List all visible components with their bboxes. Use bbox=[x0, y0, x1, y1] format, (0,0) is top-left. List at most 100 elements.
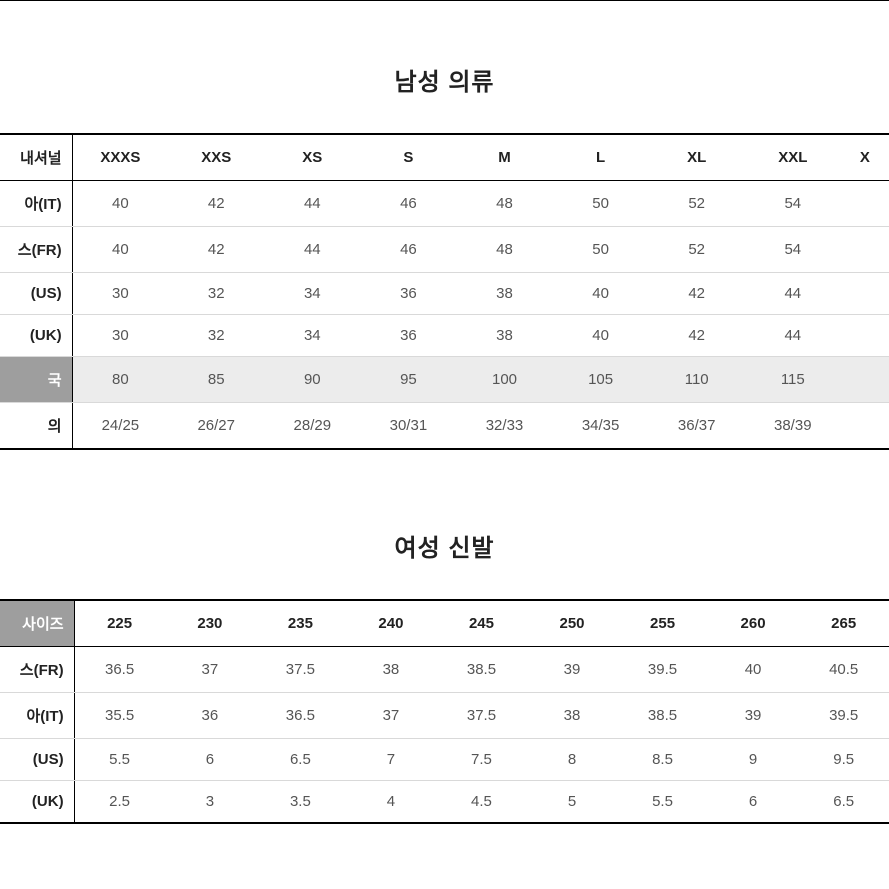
mens-cell: 42 bbox=[168, 227, 264, 273]
mens-col-0: XXXS bbox=[72, 134, 168, 181]
mens-cell: 105 bbox=[553, 357, 649, 403]
mens-cell: 48 bbox=[456, 181, 552, 227]
shoes-size-table: 사이즈 225 230 235 240 245 250 255 260 265 … bbox=[0, 599, 889, 824]
mens-title: 남성 의류 bbox=[0, 62, 889, 97]
shoes-col-2: 235 bbox=[255, 600, 346, 647]
mens-row: 의24/2526/2728/2930/3132/3334/3536/3738/3… bbox=[0, 403, 889, 450]
mens-col-7: XXL bbox=[745, 134, 841, 181]
shoes-title: 여성 신발 bbox=[0, 528, 889, 563]
shoes-col-4: 245 bbox=[436, 600, 527, 647]
top-divider bbox=[0, 0, 889, 14]
mens-col-3: S bbox=[360, 134, 456, 181]
shoes-row: 스(FR)36.53737.53838.53939.54040.5 bbox=[0, 647, 889, 693]
mens-cell: 26/27 bbox=[168, 403, 264, 450]
shoes-cell: 6.5 bbox=[255, 739, 346, 781]
shoes-row: 아(IT)35.53636.53737.53838.53939.5 bbox=[0, 693, 889, 739]
mens-col-6: XL bbox=[649, 134, 745, 181]
mens-cell: 40 bbox=[72, 227, 168, 273]
mens-cell: 42 bbox=[649, 315, 745, 357]
mens-cell: 34/35 bbox=[553, 403, 649, 450]
mens-cell: 38 bbox=[456, 315, 552, 357]
shoes-cell: 3.5 bbox=[255, 781, 346, 824]
mens-cell: 28/29 bbox=[264, 403, 360, 450]
shoes-body: 스(FR)36.53737.53838.53939.54040.5아(IT)35… bbox=[0, 647, 889, 824]
shoes-header-row: 사이즈 225 230 235 240 245 250 255 260 265 bbox=[0, 600, 889, 647]
mens-cell: 44 bbox=[745, 273, 841, 315]
mens-cell: 110 bbox=[649, 357, 745, 403]
shoes-cell: 39 bbox=[527, 647, 618, 693]
mens-row-label: 아(IT) bbox=[0, 181, 72, 227]
shoes-cell: 6 bbox=[165, 739, 256, 781]
shoes-row: (US)5.566.577.588.599.5 bbox=[0, 739, 889, 781]
mens-cell: 100 bbox=[456, 357, 552, 403]
mens-cell: 54 bbox=[745, 227, 841, 273]
shoes-cell: 36.5 bbox=[74, 647, 165, 693]
shoes-cell: 36.5 bbox=[255, 693, 346, 739]
mens-cell: 34 bbox=[264, 315, 360, 357]
shoes-cell: 39 bbox=[708, 693, 799, 739]
shoes-cell: 2.5 bbox=[74, 781, 165, 824]
mens-cell: 48 bbox=[456, 227, 552, 273]
shoes-col-0: 225 bbox=[74, 600, 165, 647]
shoes-cell: 4.5 bbox=[436, 781, 527, 824]
shoes-cell: 5.5 bbox=[617, 781, 708, 824]
mens-row: (US)3032343638404244 bbox=[0, 273, 889, 315]
mens-cell: 50 bbox=[553, 227, 649, 273]
shoes-cell: 6.5 bbox=[798, 781, 889, 824]
mens-cell: 44 bbox=[264, 181, 360, 227]
mens-cell bbox=[841, 227, 889, 273]
shoes-row: (UK)2.533.544.555.566.5 bbox=[0, 781, 889, 824]
mens-cell: 32 bbox=[168, 273, 264, 315]
mens-cell: 52 bbox=[649, 181, 745, 227]
mens-col-1: XXS bbox=[168, 134, 264, 181]
shoes-header-label: 사이즈 bbox=[0, 600, 74, 647]
shoes-cell: 38.5 bbox=[617, 693, 708, 739]
mens-row-label: 국 bbox=[0, 357, 72, 403]
shoes-cell: 3 bbox=[165, 781, 256, 824]
mens-cell: 36 bbox=[360, 273, 456, 315]
shoes-cell: 38.5 bbox=[436, 647, 527, 693]
mens-cell: 40 bbox=[553, 315, 649, 357]
mens-cell: 34 bbox=[264, 273, 360, 315]
mens-cell: 30/31 bbox=[360, 403, 456, 450]
mens-header-label: 내셔널 bbox=[0, 134, 72, 181]
mens-cell: 95 bbox=[360, 357, 456, 403]
shoes-cell: 36 bbox=[165, 693, 256, 739]
mens-cell bbox=[841, 181, 889, 227]
mens-row-label: 스(FR) bbox=[0, 227, 72, 273]
mens-row: 국80859095100105110115 bbox=[0, 357, 889, 403]
mens-cell: 50 bbox=[553, 181, 649, 227]
mens-header-row: 내셔널 XXXS XXS XS S M L XL XXL X bbox=[0, 134, 889, 181]
shoes-cell: 37.5 bbox=[436, 693, 527, 739]
shoes-cell: 7 bbox=[346, 739, 437, 781]
shoes-row-label: (UK) bbox=[0, 781, 74, 824]
mens-row-label: 의 bbox=[0, 403, 72, 450]
shoes-cell: 8 bbox=[527, 739, 618, 781]
mens-row-label: (US) bbox=[0, 273, 72, 315]
mens-cell: 44 bbox=[745, 315, 841, 357]
mens-col-2: XS bbox=[264, 134, 360, 181]
mens-cell: 36 bbox=[360, 315, 456, 357]
mens-col-5: L bbox=[553, 134, 649, 181]
shoes-row-label: 아(IT) bbox=[0, 693, 74, 739]
mens-cell: 54 bbox=[745, 181, 841, 227]
shoes-cell: 9.5 bbox=[798, 739, 889, 781]
mens-cell: 44 bbox=[264, 227, 360, 273]
shoes-col-1: 230 bbox=[165, 600, 256, 647]
shoes-cell: 9 bbox=[708, 739, 799, 781]
mens-size-table: 내셔널 XXXS XXS XS S M L XL XXL X 아(IT)4042… bbox=[0, 133, 889, 450]
mens-cell: 40 bbox=[553, 273, 649, 315]
mens-cell: 30 bbox=[72, 273, 168, 315]
shoes-row-label: (US) bbox=[0, 739, 74, 781]
mens-cell bbox=[841, 315, 889, 357]
mens-cell: 38/39 bbox=[745, 403, 841, 450]
mens-row: (UK)3032343638404244 bbox=[0, 315, 889, 357]
mens-row: 아(IT)4042444648505254 bbox=[0, 181, 889, 227]
mens-cell: 80 bbox=[72, 357, 168, 403]
shoes-cell: 38 bbox=[527, 693, 618, 739]
mens-cell: 42 bbox=[168, 181, 264, 227]
mens-cell: 42 bbox=[649, 273, 745, 315]
shoes-col-5: 250 bbox=[527, 600, 618, 647]
shoes-cell: 7.5 bbox=[436, 739, 527, 781]
shoes-cell: 39.5 bbox=[798, 693, 889, 739]
